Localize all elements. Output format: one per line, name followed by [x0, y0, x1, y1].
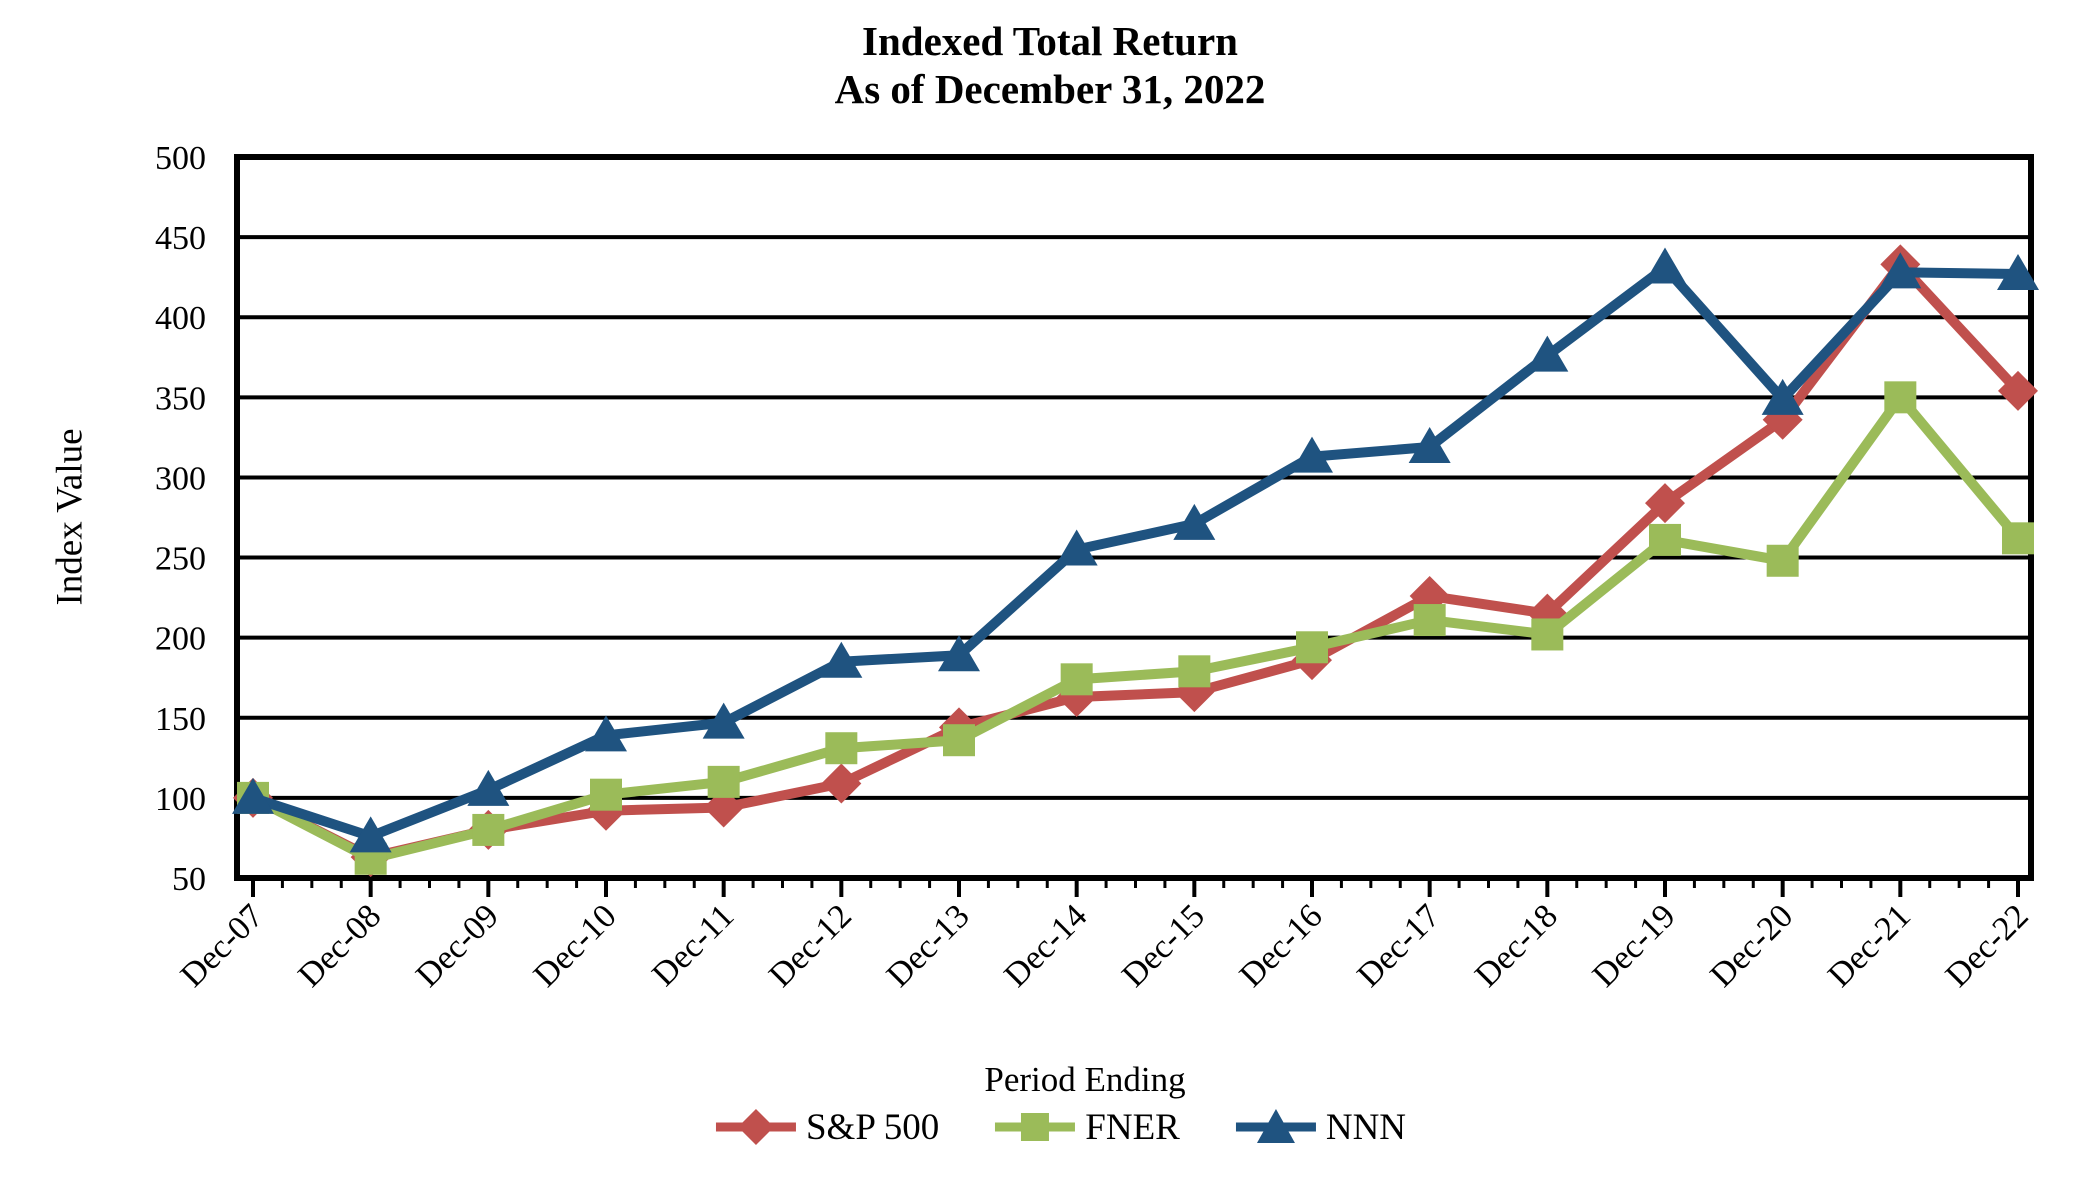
y-tick-label-300: 300 — [155, 460, 206, 497]
y-tick-label-400: 400 — [155, 300, 206, 337]
data-point-nnn-dec-13 — [938, 635, 980, 672]
data-point-fner-dec-18 — [1531, 618, 1564, 651]
y-tick-label-50: 50 — [172, 861, 206, 898]
plot-border — [234, 154, 2034, 881]
square-marker-icon — [995, 1113, 1076, 1141]
data-point-fner-dec-16 — [1296, 631, 1328, 664]
x-tick-label-dec-13: Dec-13 — [880, 897, 977, 994]
chart-subtitle: As of December 31, 2022 — [834, 66, 1266, 112]
legend-item-nnn: NNN — [1234, 1105, 1406, 1149]
data-point-nnn-dec-08 — [349, 816, 392, 853]
y-tick-label-150: 150 — [155, 701, 206, 738]
legend-label-fner: FNER — [1085, 1106, 1180, 1148]
x-tick-label-dec-07: Dec-07 — [174, 897, 271, 994]
legend-label-s-p-500: S&P 500 — [805, 1106, 940, 1148]
data-point-fner-dec-10 — [590, 778, 622, 811]
data-point-fner-dec-14 — [1060, 663, 1093, 696]
y-tick-label-200: 200 — [155, 621, 206, 658]
legend: S&P 500 FNER NNN — [714, 1105, 1406, 1149]
x-tick-label-dec-12: Dec-12 — [762, 897, 859, 994]
x-tick-label-dec-14: Dec-14 — [997, 897, 1094, 994]
data-point-nnn-dec-19 — [1644, 247, 1686, 284]
data-point-nnn-dec-18 — [1526, 335, 1569, 372]
y-tick-label-500: 500 — [155, 140, 206, 177]
data-point-fner-dec-17 — [1413, 604, 1446, 637]
data-point-fner-dec-11 — [707, 765, 740, 798]
x-tick-label-dec-22: Dec-22 — [1939, 897, 2036, 994]
data-point-nnn-dec-09 — [467, 769, 510, 806]
x-tick-label-dec-19: Dec-19 — [1586, 897, 1683, 994]
legend-item-fner: FNER — [993, 1105, 1180, 1149]
x-axis-title: Period Ending — [984, 1060, 1186, 1099]
data-point-nnn-dec-17 — [1408, 427, 1451, 464]
series-line-s-p-500 — [248, 256, 2023, 863]
data-point-nnn-dec-16 — [1291, 436, 1333, 473]
data-point-nnn-dec-11 — [702, 702, 745, 739]
y-tick-label-250: 250 — [155, 541, 206, 578]
data-point-fner-dec-13 — [943, 724, 975, 757]
x-tick-label-dec-09: Dec-09 — [409, 897, 506, 994]
y-tick-label-450: 450 — [155, 220, 206, 257]
legend-label-nnn: NNN — [1325, 1106, 1407, 1148]
diamond-marker-icon — [715, 1109, 796, 1145]
data-point-s-p-500-dec-22 — [1998, 370, 2038, 411]
data-point-nnn-dec-10 — [585, 715, 627, 752]
x-tick-label-dec-10: Dec-10 — [527, 897, 624, 994]
x-tick-label-dec-18: Dec-18 — [1468, 897, 1565, 994]
x-tick-label-dec-21: Dec-21 — [1821, 897, 1918, 994]
data-point-nnn-dec-21 — [1879, 252, 1922, 289]
y-tick-label-100: 100 — [155, 781, 206, 818]
data-point-fner-dec-09 — [472, 813, 505, 846]
data-point-fner-dec-12 — [825, 732, 858, 765]
data-point-nnn-dec-14 — [1055, 529, 1098, 566]
series-line-nnn — [248, 260, 2023, 842]
x-tick-label-dec-16: Dec-16 — [1233, 897, 1330, 994]
data-point-nnn-dec-07 — [232, 777, 274, 814]
triangle-marker-icon — [1235, 1109, 1316, 1143]
data-point-fner-dec-15 — [1178, 655, 1211, 688]
data-point-fner-dec-21 — [1884, 381, 1917, 414]
diamond-shape — [737, 1109, 774, 1145]
square-shape — [1021, 1113, 1050, 1141]
x-tick-label-dec-15: Dec-15 — [1115, 897, 1212, 994]
legend-item-s-p-500: S&P 500 — [714, 1105, 939, 1149]
data-point-nnn-dec-12 — [820, 641, 863, 678]
chart-title: Indexed Total Return — [862, 18, 1238, 64]
data-point-s-p-500-dec-12 — [821, 763, 862, 804]
data-point-fner-dec-22 — [2002, 522, 2034, 555]
x-tick-label-dec-08: Dec-08 — [291, 897, 388, 994]
x-tick-label-dec-20: Dec-20 — [1703, 897, 1800, 994]
data-point-s-p-500-dec-19 — [1645, 483, 1685, 524]
triangle-shape — [1256, 1109, 1295, 1143]
y-tick-label-350: 350 — [155, 380, 206, 417]
data-point-fner-dec-20 — [1766, 544, 1799, 577]
data-point-nnn-dec-20 — [1761, 378, 1804, 415]
x-tick-label-dec-17: Dec-17 — [1350, 897, 1447, 994]
data-point-nnn-dec-22 — [1997, 253, 2039, 290]
series-line-fner — [248, 389, 2023, 865]
x-tick-label-dec-11: Dec-11 — [645, 897, 741, 993]
data-point-fner-dec-19 — [1649, 523, 1681, 556]
data-point-nnn-dec-15 — [1173, 503, 1216, 540]
